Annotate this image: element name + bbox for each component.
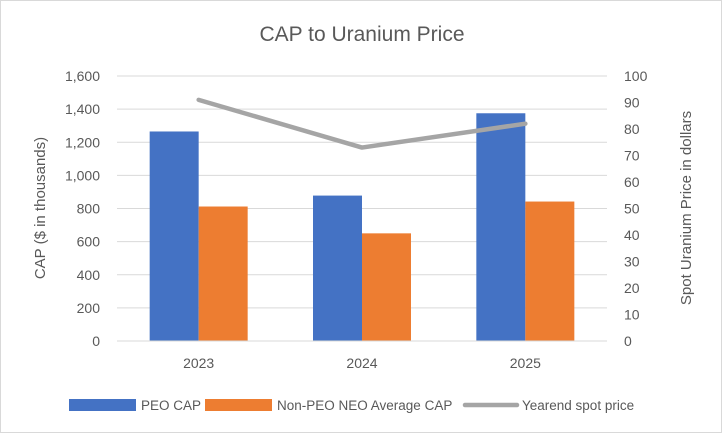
y-tick-label-right: 30 (624, 254, 640, 270)
legend-label: Yearend spot price (522, 398, 634, 413)
y-tick-label-left: 1,000 (65, 167, 100, 183)
bar (149, 131, 199, 341)
y-tick-label-right: 100 (624, 68, 648, 84)
series-line (196, 97, 528, 150)
axes: 0 200 400 600 800 1,000 1,200 1,400 1,600 0 10 20 30… (65, 68, 648, 371)
y-tick-label-left: 1,400 (65, 101, 100, 117)
bar (362, 233, 411, 341)
y-tick-label-right: 70 (624, 148, 640, 164)
x-tick-label: 2025 (510, 355, 541, 371)
y-tick-label-left: 600 (77, 234, 101, 250)
y-tick-label-right: 0 (624, 333, 632, 349)
bar (198, 206, 248, 341)
y-axis-title-left: CAP ($ in thousands) (32, 137, 49, 279)
legend-label: PEO CAP (141, 398, 201, 413)
legend: PEO CAP Non-PEO NEO Average CAP Yearend sp… (69, 398, 634, 413)
y-tick-label-left: 200 (77, 300, 101, 316)
y-tick-label-right: 50 (624, 201, 640, 217)
y-tick-label-left: 400 (77, 267, 101, 283)
bar (525, 201, 575, 341)
y-tick-label-left: 1,600 (65, 68, 100, 84)
y-tick-label-right: 60 (624, 174, 640, 190)
x-tick-label: 2023 (183, 355, 214, 371)
bar (313, 195, 362, 341)
y-axis-title-right: Spot Uranium Price in dollars (678, 111, 695, 305)
legend-swatch (205, 399, 272, 411)
y-tick-label-right: 20 (624, 280, 640, 296)
bar-marks (149, 113, 575, 341)
x-tick-label: 2024 (346, 355, 377, 371)
y-tick-label-left: 800 (77, 201, 101, 217)
legend-swatch (69, 399, 136, 411)
y-tick-label-right: 40 (624, 227, 640, 243)
y-tick-label-left: 0 (92, 333, 100, 349)
y-tick-label-right: 90 (624, 95, 640, 111)
y-tick-label-left: 1,200 (65, 134, 100, 150)
y-tick-label-right: 10 (624, 307, 640, 323)
legend-label: Non-PEO NEO Average CAP (277, 398, 452, 413)
line-series (196, 97, 528, 150)
y-tick-label-right: 80 (624, 121, 640, 137)
bar (476, 113, 526, 341)
chart-title: CAP to Uranium Price (259, 23, 464, 46)
